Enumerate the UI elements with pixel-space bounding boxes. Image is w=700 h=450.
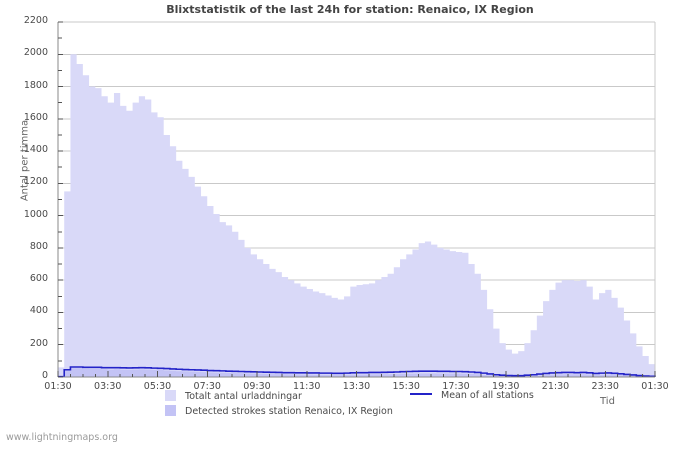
- chart-legend: Totalt antal urladdningar Mean of all sta…: [0, 390, 700, 420]
- y-tick-label: 800: [29, 240, 48, 252]
- tick-marks: [57, 21, 656, 378]
- y-tick-label: 2000: [23, 47, 48, 59]
- series-line-mean: [58, 366, 656, 378]
- legend-item-label: Mean of all stations: [441, 390, 534, 401]
- x-tick-label: 03:30: [94, 381, 122, 392]
- legend-line-marker: [410, 393, 432, 395]
- x-tick-label: 23:30: [591, 381, 619, 392]
- x-tick-label: 13:30: [342, 381, 371, 392]
- x-tick-label: 09:30: [243, 381, 271, 392]
- footer-url: www.lightningmaps.org: [6, 432, 118, 443]
- legend-item-label: Totalt antal urladdningar: [185, 391, 302, 402]
- y-tick-label: 400: [29, 305, 48, 317]
- legend-item[interactable]: Totalt antal urladdningar: [165, 390, 302, 402]
- y-tick-label: 200: [29, 337, 48, 349]
- legend-item[interactable]: Detected strokes station Renaico, IX Reg…: [165, 405, 393, 417]
- x-tick-label: 01:30: [44, 381, 72, 392]
- x-tick-label: 11:30: [293, 381, 321, 392]
- series-area-total: [58, 54, 655, 378]
- x-tick-label: 21:30: [541, 381, 570, 392]
- x-tick-label: 07:30: [193, 381, 221, 392]
- x-tick-label: 01:30: [641, 381, 669, 392]
- legend-color-swatch: [165, 405, 176, 416]
- y-tick-label: 1000: [23, 208, 48, 220]
- x-tick-label: 17:30: [442, 381, 470, 392]
- x-tick-label: 19:30: [492, 381, 520, 392]
- chart-title: Blixtstatistik of the last 24h for stati…: [166, 3, 534, 16]
- y-tick-label: 2200: [23, 15, 48, 26]
- legend-item-label: Detected strokes station Renaico, IX Reg…: [185, 406, 393, 417]
- y-tick-label: 600: [29, 273, 48, 285]
- x-axis-title: Tid: [600, 396, 615, 407]
- legend-item[interactable]: Mean of all stations: [410, 390, 534, 401]
- y-tick-label: 1800: [23, 79, 48, 91]
- y-tick-label: 1600: [23, 111, 48, 123]
- legend-color-swatch: [165, 390, 176, 401]
- y-tick-label: 0: [41, 370, 48, 381]
- x-tick-label: 05:30: [143, 381, 172, 392]
- y-tick-label: 1200: [23, 176, 48, 188]
- x-tick-label: 15:30: [392, 381, 420, 392]
- y-tick-label: 1400: [23, 144, 48, 156]
